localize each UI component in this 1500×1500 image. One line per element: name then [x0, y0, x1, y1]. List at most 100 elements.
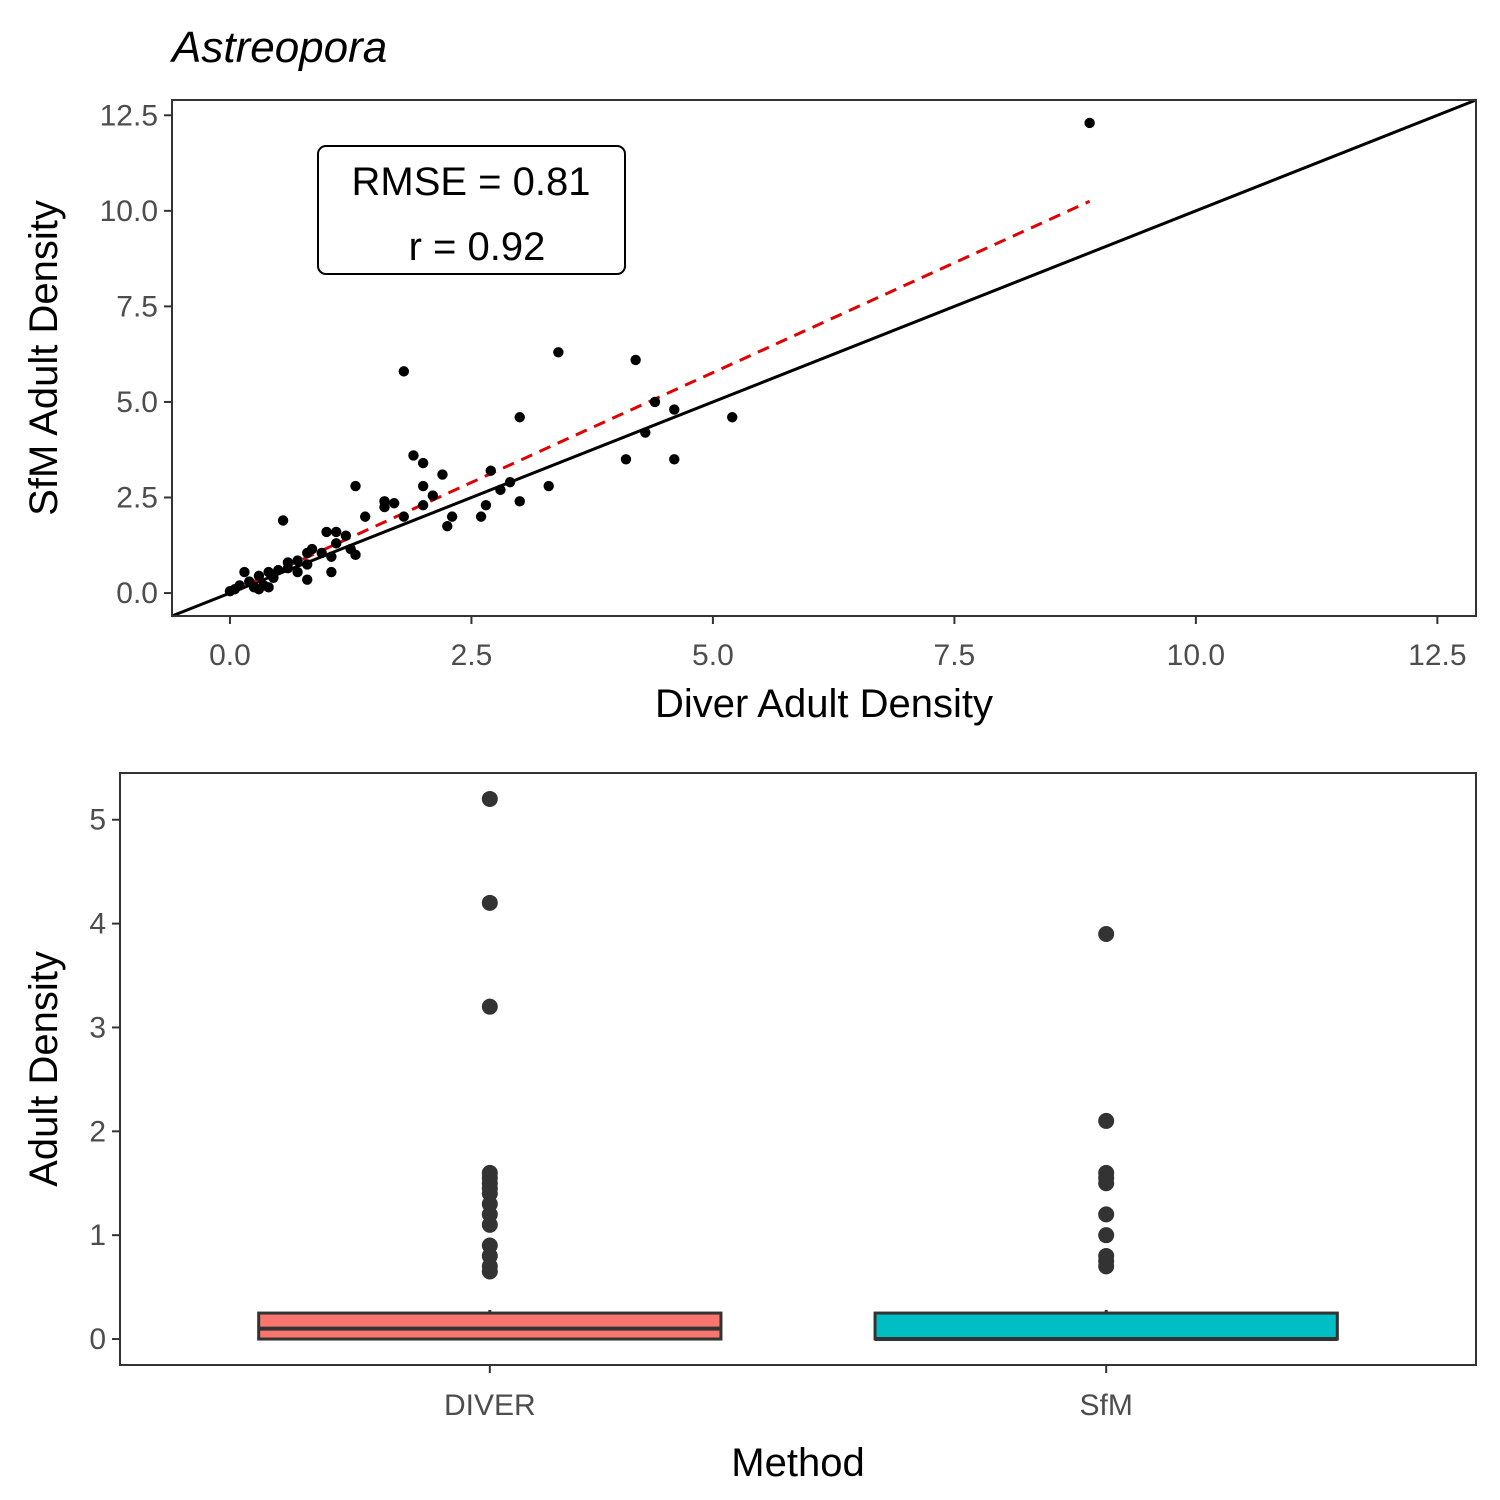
scatter-point	[302, 574, 313, 585]
scatter-point	[485, 465, 496, 476]
box-body	[257, 1311, 723, 1341]
box-y-tick-label: 4	[89, 908, 106, 941]
scatter-point	[475, 511, 487, 522]
scatter-point	[437, 469, 448, 480]
scatter-y-tick-label: 12.5	[100, 99, 158, 132]
box-outlier	[481, 1263, 498, 1280]
box-diver	[257, 790, 723, 1341]
scatter-point	[350, 549, 361, 561]
scatter-point	[495, 484, 506, 496]
scatter-point	[253, 584, 265, 595]
scatter-point	[417, 499, 429, 511]
scatter-point	[514, 496, 525, 507]
scatter-point	[253, 570, 265, 582]
scatter-point	[379, 501, 390, 513]
scatter-point	[263, 582, 274, 593]
box-y-tick-label: 0	[89, 1323, 106, 1356]
scatter-point	[427, 490, 438, 501]
scatter-point	[321, 526, 332, 538]
scatter-point	[326, 551, 337, 562]
scatter-x-tick-label: 12.5	[1408, 639, 1466, 672]
scatter-y-tick-label: 7.5	[116, 290, 158, 323]
box-x-axis-title: Method	[731, 1441, 864, 1485]
scatter-point	[388, 498, 400, 509]
scatter-point	[620, 454, 632, 465]
box-y-axis-title: Adult Density	[22, 951, 66, 1187]
r-label: r = 0.92	[409, 225, 546, 269]
scatter-point	[302, 559, 313, 570]
scatter-point	[669, 454, 680, 465]
scatter-point	[282, 563, 294, 574]
scatter-point	[292, 566, 303, 578]
scatter-point	[331, 538, 342, 549]
scatter-point	[417, 480, 429, 492]
scatter-point	[727, 412, 738, 423]
box-outlier	[1098, 1206, 1115, 1223]
box-ticks: 0 1 2 3 4 5 DIVER SfM	[89, 804, 1133, 1422]
scatter-point	[239, 566, 250, 578]
scatter-point	[543, 480, 554, 492]
scatter-point	[649, 396, 661, 408]
rmse-label: RMSE = 0.81	[351, 160, 590, 204]
scatter-x-tick-label: 5.0	[692, 639, 734, 672]
scatter-y-tick-label: 10.0	[100, 195, 158, 228]
scatter-point	[442, 520, 453, 532]
scatter-x-axis-title: Diver Adult Density	[655, 682, 993, 726]
scatter-point	[326, 566, 337, 578]
box-x-tick-label: SfM	[1080, 1389, 1133, 1422]
scatter-point	[630, 354, 641, 366]
scatter-point	[398, 511, 410, 522]
box-outlier	[1098, 925, 1115, 942]
scatter-point	[480, 499, 492, 511]
scatter-point	[417, 457, 429, 469]
identity-line	[171, 98, 1477, 618]
scatter-frame	[171, 99, 1477, 617]
box-body	[873, 1311, 1339, 1341]
scatter-panel: 0.0 2.5 5.0 7.5 10.0 12.5 0.0 2.5 5.0 7.5 10.0 12.5…	[22, 98, 1477, 726]
scatter-point	[302, 547, 313, 559]
scatter-y-tick-label: 0.0	[116, 577, 158, 610]
scatter-point	[669, 404, 680, 415]
box-outlier	[1098, 1175, 1115, 1192]
scatter-x-tick-label: 2.5	[451, 639, 493, 672]
box-outlier	[481, 790, 498, 807]
scatter-y-tick-label: 2.5	[116, 482, 158, 515]
figure-title: Astreopora	[169, 23, 387, 72]
box-marks	[257, 790, 1339, 1342]
scatter-point	[340, 530, 352, 541]
scatter-point	[268, 572, 279, 583]
scatter-point	[446, 511, 458, 522]
scatter-point	[1084, 117, 1095, 129]
box-frame	[119, 772, 1477, 1366]
scatter-point	[273, 564, 284, 576]
box-sfm	[873, 925, 1339, 1342]
box-outlier	[481, 1216, 498, 1233]
scatter-point	[331, 526, 342, 538]
scatter-y-tick-label: 5.0	[116, 386, 158, 419]
scatter-point	[640, 427, 651, 438]
scatter-lines	[171, 98, 1477, 618]
box-outlier	[1098, 1227, 1115, 1244]
fit-line	[229, 199, 1091, 594]
scatter-x-tick-label: 7.5	[934, 639, 976, 672]
scatter-point	[553, 347, 564, 358]
stats-annotation-frame	[317, 145, 626, 275]
scatter-ticks: 0.0 2.5 5.0 7.5 10.0 12.5 0.0 2.5 5.0 7.5 10.0 12.5	[100, 99, 1467, 672]
scatter-point	[292, 555, 303, 566]
scatter-y-axis-title: SfM Adult Density	[22, 200, 66, 516]
scatter-points	[224, 117, 1095, 597]
box-outlier	[1098, 1112, 1115, 1129]
scatter-point	[359, 511, 371, 522]
box-outlier	[481, 894, 498, 911]
scatter-point	[408, 450, 419, 461]
box-y-tick-label: 2	[89, 1115, 106, 1148]
box-panel: 0 1 2 3 4 5 DIVER SfM Method Adult Density	[22, 772, 1477, 1485]
scatter-point	[514, 412, 525, 423]
scatter-point	[229, 584, 240, 595]
stats-annotation-box: RMSE = 0.81 r = 0.92	[317, 145, 626, 275]
scatter-x-tick-label: 10.0	[1167, 639, 1225, 672]
scatter-point	[277, 515, 289, 526]
scatter-point	[398, 366, 410, 377]
scatter-x-tick-label: 0.0	[209, 639, 251, 672]
scatter-point	[316, 547, 327, 559]
